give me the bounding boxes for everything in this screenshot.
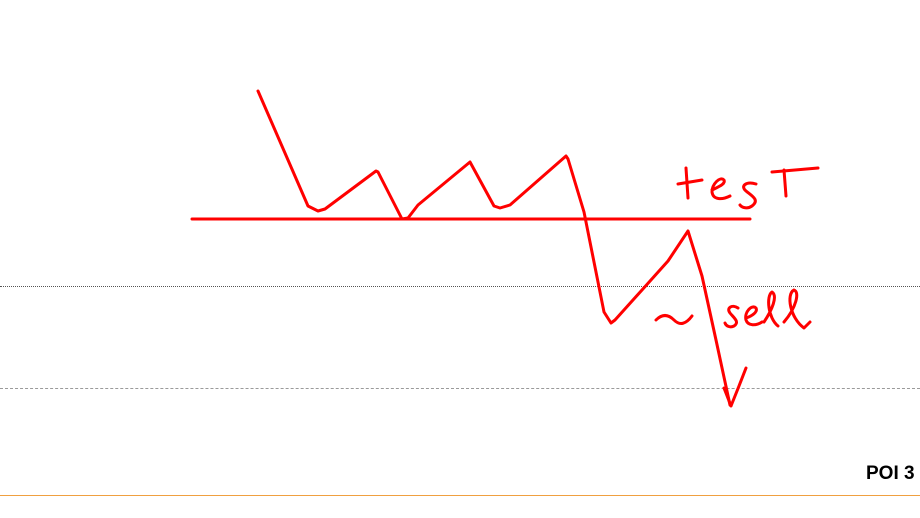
dotted-price-line[interactable] bbox=[0, 286, 920, 287]
poi-price-label: POI 3 bbox=[866, 463, 915, 484]
dashed-price-line[interactable] bbox=[0, 388, 920, 389]
handwritten-test-label bbox=[676, 166, 820, 210]
annotation-group bbox=[190, 89, 820, 408]
handwritten-sell-label bbox=[654, 288, 812, 330]
price-zigzag-path[interactable] bbox=[256, 89, 732, 407]
session-separator-line bbox=[0, 495, 920, 496]
down-arrow-head-icon bbox=[722, 366, 748, 408]
